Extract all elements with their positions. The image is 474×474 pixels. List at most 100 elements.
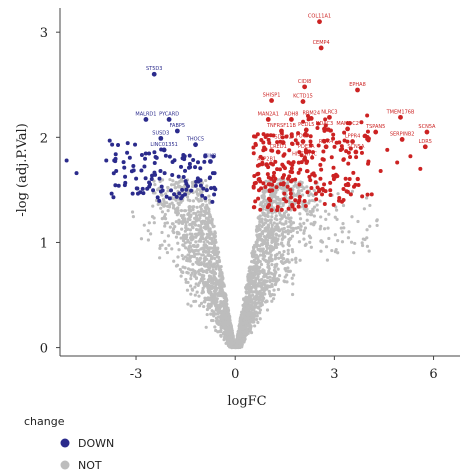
data-point-not [252,268,256,272]
data-point-not [264,214,268,218]
data-point-not [260,204,265,208]
data-point-not [297,240,302,244]
data-point-not [244,290,249,294]
data-point-up [288,191,293,196]
data-point-not [184,246,188,250]
data-point-up [348,155,353,160]
data-point-not [197,252,201,256]
data-point-up [338,148,343,153]
data-point-up [308,139,313,144]
data-point-not [258,253,263,257]
data-point-not [286,248,290,253]
data-point-up [302,198,307,203]
data-point-not [202,214,206,218]
data-point-not [275,233,279,237]
data-point-up [287,148,292,153]
data-point-not [149,232,153,236]
data-point-down [74,171,79,176]
data-point-not [216,246,220,250]
data-point-not [280,227,284,231]
data-point-up [335,174,340,179]
data-point-not [212,241,217,245]
data-point-not [202,240,206,244]
data-point-up [320,192,325,197]
data-point-up [316,143,321,148]
data-point-not [196,228,201,232]
legend: change DOWN NOT [24,415,114,472]
data-point-not [206,222,210,226]
data-point-not [208,231,212,235]
data-point-not [255,233,259,237]
data-point-not [178,220,183,224]
data-point-not [266,228,270,232]
data-point-not [250,299,254,303]
gene-label: GIKB [204,153,217,159]
data-point-not [287,260,291,264]
data-point-not [309,192,313,196]
data-point-not [169,183,174,187]
data-point-not [189,277,193,281]
data-point-up [325,138,330,143]
data-point-not [277,274,282,278]
data-point-not [213,265,217,269]
data-point-not [271,230,275,234]
data-point-not [303,226,308,230]
data-point-not [312,214,316,218]
data-point-not [152,221,156,225]
data-point-down [135,186,140,191]
data-point-not [284,220,288,224]
data-point-down [157,176,162,181]
data-point-not [214,252,218,257]
data-point-not [165,204,170,208]
gene-label: MAN2A1 [258,111,279,117]
data-point-not [261,211,265,215]
data-point-down [189,188,194,193]
data-point-not [161,197,166,201]
data-point-not [285,273,289,277]
data-point-not [188,284,193,288]
data-point-not [212,275,216,280]
data-point-up [385,147,390,152]
data-point-not [204,205,208,210]
data-point-not [283,235,287,239]
data-point-not [218,278,222,282]
data-point-not [208,270,213,274]
up-regulated-points [251,113,423,213]
data-point-not [176,255,180,259]
data-point-not [193,248,197,253]
data-point-not [226,308,230,313]
data-point-not [185,220,190,224]
data-point-not [188,236,193,240]
data-point-up [275,208,280,213]
data-point-not [220,272,224,276]
data-point-not [202,283,207,287]
data-point-up [267,189,272,194]
data-point-not [211,318,215,323]
data-point-not [204,178,208,183]
data-point-not [367,249,371,253]
data-point-not [223,315,227,320]
data-point-down [204,188,209,193]
data-point-up [299,160,304,165]
data-point-not [176,231,181,235]
data-point-not [298,217,303,221]
data-point-not [263,217,268,222]
data-point-not [342,226,346,230]
data-point-not [276,287,281,292]
data-point-up [256,196,261,201]
data-point-not [232,345,236,349]
labeled-point [318,45,324,51]
data-point-not [207,291,211,295]
data-point-not [319,249,323,253]
data-point-not [164,247,168,251]
data-point-down [184,187,189,192]
data-point-not [199,279,203,283]
data-point-not [257,266,261,270]
data-point-not [239,320,243,324]
data-point-not [277,210,281,215]
data-point-down [174,194,179,199]
data-point-not [212,224,216,228]
data-point-not [204,211,208,215]
data-point-not [194,219,198,223]
data-point-not [217,267,222,271]
